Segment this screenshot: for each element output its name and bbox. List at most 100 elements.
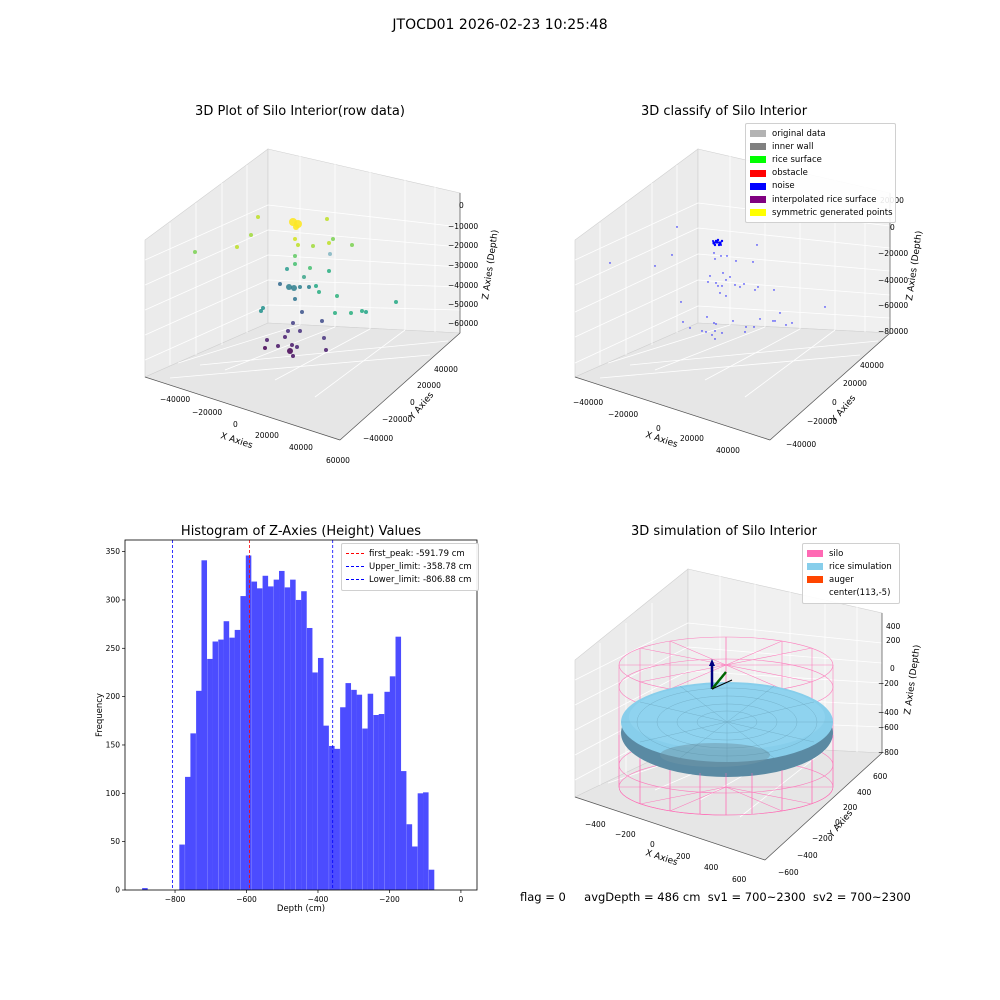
histogram-y-axis-label: Frequency xyxy=(95,693,105,737)
panel1-y-tick: −40000 xyxy=(363,434,393,443)
histogram-y-ticks: 0 50 100 150 200 250 300 350 xyxy=(106,547,125,895)
panel1-y-tick: 20000 xyxy=(417,381,441,390)
panel4-z-tick: 400 xyxy=(886,622,901,631)
panel4-y-tick: 200 xyxy=(843,803,858,812)
histogram-bar xyxy=(251,581,258,890)
panel4-z-tick-labels: 400 200 0 −200 −400 −600 −800 xyxy=(878,622,901,757)
legend-swatch xyxy=(750,130,766,138)
histogram-y-tick-label: 250 xyxy=(106,644,121,653)
panel4-x-tick: −400 xyxy=(585,820,606,829)
panel4-y-tick: −600 xyxy=(778,868,799,877)
legend-entry: Upper_limit: -358.78 cm xyxy=(346,560,474,573)
legend-label: original data xyxy=(772,128,826,139)
histogram-bar xyxy=(201,560,208,890)
histogram-x-tick-label: −600 xyxy=(236,895,257,904)
histogram-bar xyxy=(362,728,368,890)
panel2-x-tick: 40000 xyxy=(716,446,740,455)
histogram-bar xyxy=(389,676,396,890)
legend-swatch xyxy=(750,196,766,204)
legend-entry: Lower_limit: -806.88 cm xyxy=(346,573,474,586)
histogram-bar xyxy=(273,579,280,890)
panel1-z-axis-label: Z Axies (Depth) xyxy=(481,229,501,300)
legend-entry: noise xyxy=(750,180,891,193)
histogram-bar xyxy=(323,725,329,890)
sv1-text: sv1 = 700~2300 xyxy=(707,890,806,904)
panel2-z-tick: −20000 xyxy=(878,249,908,258)
panel2-x-tick: −40000 xyxy=(573,398,603,407)
panel1-y-tick: −20000 xyxy=(382,415,412,424)
panel2-x-tick: −20000 xyxy=(608,410,638,419)
histogram-y-tick-label: 0 xyxy=(115,886,120,895)
legend-entry: original data xyxy=(750,127,891,140)
panel4-3d-simulation: −400 −200 0 200 400 600 X Axies 600 400 … xyxy=(574,568,923,884)
panel1-y-tick-labels: 40000 20000 0 −20000 −40000 xyxy=(363,365,458,443)
panel4-z-axis-label: Z Axies (Depth) xyxy=(903,644,923,715)
panel4-x-tick: 200 xyxy=(676,852,691,861)
histogram-bar xyxy=(378,714,385,890)
panel3-histogram: −800 −600 −400 −200 0 050100150200250300350 … xyxy=(95,539,478,914)
histogram-x-tick-label: −400 xyxy=(308,895,329,904)
panel1-z-tick: −40000 xyxy=(448,281,478,290)
legend-line-swatch xyxy=(346,579,364,581)
histogram-frame xyxy=(124,539,478,891)
histogram-bar xyxy=(317,657,324,890)
panel2-legend: original data inner wall rice surface ob… xyxy=(745,123,896,224)
histogram-bar xyxy=(284,587,291,890)
legend-label: interpolated rice surface xyxy=(772,194,877,205)
histogram-bar xyxy=(345,683,352,890)
panel2-noise-points xyxy=(609,226,826,340)
histogram-bar xyxy=(356,694,363,890)
histogram-bar xyxy=(329,745,335,890)
histogram-bar xyxy=(340,707,346,890)
panel3-legend: first_peak: -591.79 cm Upper_limit: -358… xyxy=(341,543,479,591)
panel1-x-axis-label: X Axies xyxy=(219,431,254,451)
histogram-bar xyxy=(179,844,185,890)
histogram-bar xyxy=(373,715,379,890)
legend-entry: center(113,-5) xyxy=(807,587,895,600)
panel1-y-tick: 0 xyxy=(410,398,415,407)
panel4-x-tick-labels: −400 −200 0 200 400 600 xyxy=(585,820,747,884)
panel4-y-tick: 400 xyxy=(857,788,872,797)
histogram-bar xyxy=(351,689,357,890)
panel1-x-tick: 60000 xyxy=(326,456,350,465)
panel4-z-tick: −400 xyxy=(878,708,899,717)
panel2-z-tick: 0 xyxy=(890,223,895,232)
histogram-bar xyxy=(417,793,424,890)
histogram-y-tick-label: 300 xyxy=(106,595,121,604)
panel4-z-tick: −600 xyxy=(878,723,899,732)
panel1-y-tick: 40000 xyxy=(434,365,458,374)
histogram-bar xyxy=(190,733,196,890)
panel1-title: 3D Plot of Silo Interior(row data) xyxy=(195,104,405,119)
histogram-y-tick-label: 350 xyxy=(106,547,121,556)
panel4-x-tick: 0 xyxy=(650,840,655,849)
legend-swatch xyxy=(807,550,823,558)
histogram-bar xyxy=(223,621,230,890)
histogram-bar xyxy=(428,869,435,890)
legend-swatch xyxy=(807,576,823,584)
histogram-bar xyxy=(395,636,402,890)
legend-entry: rice surface xyxy=(750,153,891,166)
histogram-bar xyxy=(334,748,340,890)
panel2-y-tick: 20000 xyxy=(843,379,867,388)
panel1-x-tick: 0 xyxy=(233,420,238,429)
panel2-z-tick: −60000 xyxy=(878,301,908,310)
panel2-y-tick: −20000 xyxy=(807,417,837,426)
legend-swatch xyxy=(750,143,766,151)
rice-surface xyxy=(621,682,833,777)
legend-entry: auger xyxy=(807,573,895,586)
legend-label: inner wall xyxy=(772,141,814,152)
panel2-x-tick-labels: −40000 −20000 0 20000 40000 xyxy=(573,398,740,455)
panel4-legend: silo rice simulation auger center(113,-5… xyxy=(802,543,900,604)
legend-swatch xyxy=(750,182,766,190)
legend-label: Upper_limit: -358.78 cm xyxy=(369,561,472,572)
legend-label: obstacle xyxy=(772,168,808,179)
histogram-bar xyxy=(196,690,202,890)
histogram-x-tick-label: −200 xyxy=(379,895,400,904)
panel1-z-tick: −20000 xyxy=(448,241,478,250)
histogram-bar xyxy=(423,792,429,890)
panel4-x-tick: −200 xyxy=(615,830,636,839)
histogram-bar xyxy=(312,672,318,890)
panel1-x-tick: −20000 xyxy=(192,408,222,417)
panel4-z-tick: −200 xyxy=(878,679,899,688)
panel2-3d-scatter: −40000 −20000 0 20000 40000 X Axies 4000… xyxy=(573,148,925,455)
